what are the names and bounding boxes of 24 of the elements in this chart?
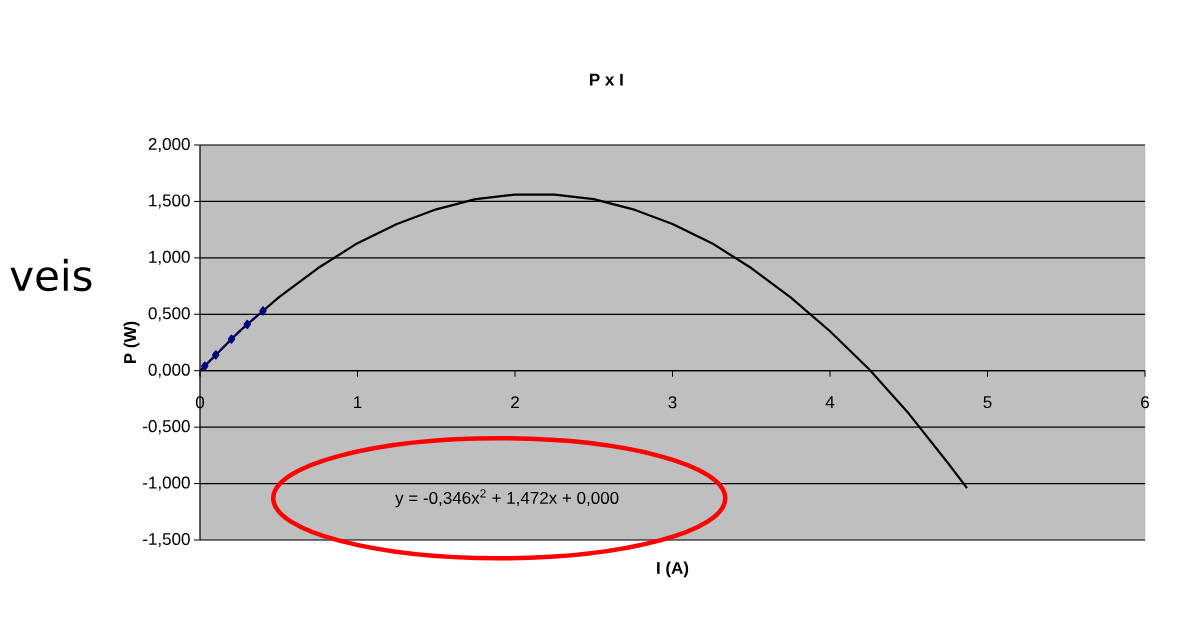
point <box>227 334 236 344</box>
x-tick-label: 6 <box>1141 396 1149 409</box>
point <box>243 319 251 330</box>
text: veis <box>10 258 92 292</box>
y-tick-label: -1,000 <box>143 476 190 491</box>
point <box>201 361 209 371</box>
y-tick-label: 0,000 <box>148 363 190 378</box>
x-axis-title: I (A) <box>657 561 689 578</box>
x-tick-label: 3 <box>668 396 677 409</box>
chart-title: P x I <box>590 73 623 86</box>
point <box>259 306 267 316</box>
x-tick-label: 4 <box>825 396 835 408</box>
y-tick-label: -1,500 <box>143 532 190 548</box>
y-tick-label: 0,500 <box>148 307 190 322</box>
y-tick-label: 1,000 <box>149 250 190 265</box>
x-tick-label: 5 <box>983 396 992 409</box>
y-tick-label: 2,000 <box>148 137 190 153</box>
x-tick-label: 2 <box>511 396 519 409</box>
y-axis-title: P (W) <box>123 321 140 364</box>
point <box>212 350 220 360</box>
annotation: y = -0,346x$^{2}$ + 1,472x + 0,000 <box>395 489 619 508</box>
y-tick-label: -0,500 <box>143 420 190 435</box>
y-tick-label: 1,500 <box>149 194 190 209</box>
x-tick-label: 1 <box>354 396 362 408</box>
